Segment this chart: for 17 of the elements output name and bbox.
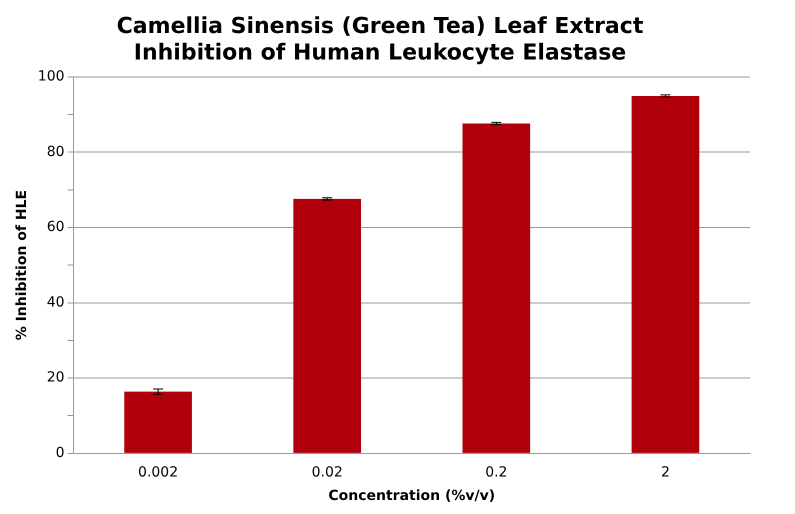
bar: [293, 198, 362, 453]
y-tick-label: 40: [46, 294, 65, 310]
y-tick-label: 100: [38, 68, 65, 84]
x-tick-label: 2: [660, 464, 670, 480]
bar: [632, 96, 700, 453]
y-tick-label: 0: [56, 445, 65, 462]
y-tick-label: 20: [46, 370, 65, 386]
y-tick-label: 60: [46, 219, 65, 236]
y-tick-label: 80: [46, 144, 65, 160]
x-tick-label: 0.002: [138, 464, 178, 480]
x-axis-title: Concentration (%v/v): [328, 488, 496, 504]
chart-title: Camellia Sinensis (Green Tea) Leaf Extract Inhibition of Human Leukocyte Elastase: [116, 14, 644, 66]
x-tick-label: 0.2: [485, 464, 508, 480]
x-tick-label: 0.02: [312, 464, 343, 480]
bar: [124, 392, 192, 453]
y-axis-title: % Inhibition of HLE: [14, 190, 30, 340]
bar: [462, 124, 530, 453]
